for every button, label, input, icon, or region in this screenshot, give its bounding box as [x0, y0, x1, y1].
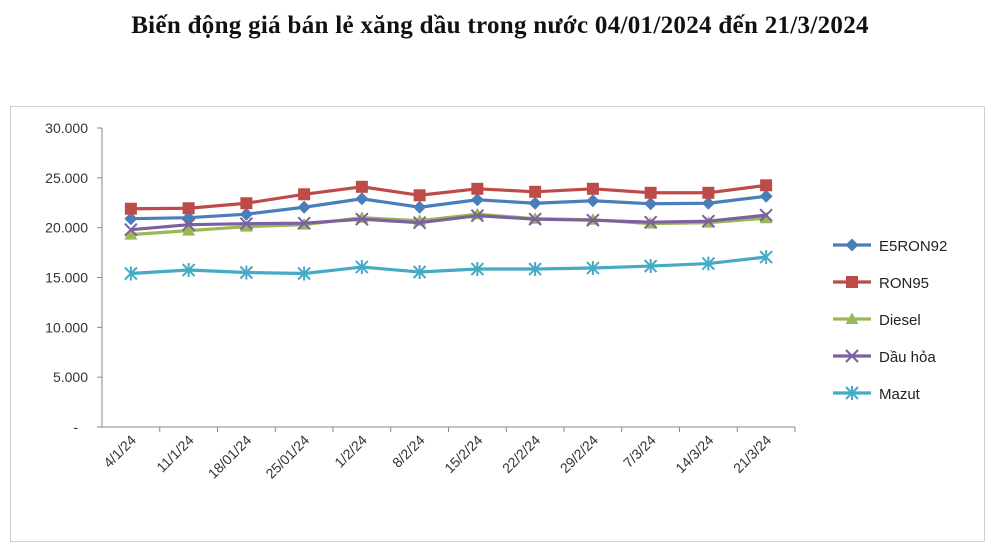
- data-point: [181, 217, 196, 232]
- data-point: [470, 193, 484, 207]
- data-point: [124, 228, 138, 240]
- data-point: [124, 222, 138, 237]
- data-point: [298, 188, 311, 201]
- y-tick-label: 25.000: [45, 170, 88, 186]
- data-point: [412, 215, 427, 230]
- y-tick-label: 30.000: [45, 120, 88, 136]
- legend-marker: [846, 276, 858, 288]
- data-point: [355, 212, 369, 226]
- x-tick-label: 25/01/24: [262, 432, 312, 482]
- data-point: [644, 197, 658, 211]
- x-tick-label: 8/2/24: [389, 432, 428, 471]
- data-point: [124, 202, 137, 215]
- legend-item: Mazut: [833, 386, 921, 403]
- data-point: [528, 262, 542, 277]
- data-point: [760, 179, 773, 192]
- y-tick-label: -: [73, 419, 78, 435]
- legend-label: RON95: [879, 275, 929, 292]
- legend-label: Dầu hỏa: [879, 349, 936, 366]
- series-RON95: [124, 179, 773, 215]
- data-point: [701, 256, 716, 271]
- series-Dầu hỏa: [124, 208, 773, 237]
- data-point: [759, 208, 773, 222]
- data-point: [759, 211, 773, 224]
- data-point: [529, 185, 542, 198]
- legend-item: RON95: [833, 275, 929, 292]
- chart-title: Biến động giá bán lẻ xăng dầu trong nước…: [131, 12, 869, 39]
- data-point: [355, 192, 369, 206]
- x-tick-label: 21/3/24: [730, 432, 774, 476]
- data-point: [586, 261, 600, 276]
- series-layer: [124, 179, 773, 281]
- data-point: [181, 263, 196, 278]
- legend-marker: [845, 312, 859, 324]
- legend: E5RON92 RON95 Diesel Dầu hỏa Mazut: [833, 238, 947, 403]
- data-point: [470, 262, 485, 277]
- data-point: [701, 214, 716, 228]
- data-point: [759, 250, 773, 265]
- legend-label: Diesel: [879, 312, 921, 329]
- data-point: [297, 216, 311, 230]
- data-point: [239, 207, 253, 221]
- series-Mazut: [124, 250, 773, 281]
- data-point: [239, 265, 254, 280]
- data-point: [239, 220, 253, 232]
- x-tick-label: 29/2/24: [557, 432, 601, 476]
- legend-label: Mazut: [879, 386, 921, 403]
- data-point: [297, 266, 311, 281]
- data-point: [413, 189, 426, 202]
- series-line: [130, 255, 767, 276]
- data-point: [586, 194, 600, 208]
- chart-frame: [10, 106, 985, 542]
- legend-item: E5RON92: [833, 238, 947, 255]
- data-point: [470, 208, 485, 223]
- data-point: [702, 186, 715, 199]
- x-tick-label: 1/2/24: [331, 432, 370, 471]
- y-tick-label: 15.000: [45, 270, 88, 286]
- legend-marker: [845, 349, 859, 363]
- data-point: [643, 259, 658, 274]
- y-tick-label: 10.000: [45, 319, 88, 335]
- series-line: [130, 183, 767, 211]
- data-point: [586, 213, 600, 227]
- data-point: [124, 266, 138, 281]
- y-tick-label: 5.000: [53, 369, 88, 385]
- legend-label: E5RON92: [879, 238, 947, 255]
- data-point: [124, 212, 138, 226]
- data-point: [412, 265, 427, 280]
- series-E5RON92: [124, 189, 773, 226]
- x-tick-label: 4/1/24: [100, 432, 139, 471]
- data-point: [240, 197, 253, 210]
- data-point: [759, 189, 773, 203]
- legend-marker: [845, 238, 859, 252]
- data-point: [528, 212, 542, 226]
- data-point: [471, 182, 484, 195]
- data-point: [586, 182, 599, 195]
- series-line: [130, 194, 767, 221]
- legend-item: Diesel: [833, 312, 921, 329]
- legend-item: Dầu hỏa: [833, 349, 936, 366]
- legend-marker: [845, 386, 859, 400]
- data-point: [182, 202, 195, 215]
- data-point: [643, 215, 658, 229]
- x-tick-label: 14/3/24: [672, 432, 716, 476]
- x-tick-label: 11/1/24: [153, 432, 197, 476]
- data-point: [355, 180, 368, 193]
- data-point: [413, 200, 427, 214]
- x-tick-label: 18/01/24: [205, 432, 255, 482]
- data-point: [297, 200, 311, 214]
- data-point: [355, 260, 369, 275]
- series-line: [130, 213, 767, 232]
- x-tick-label: 15/2/24: [441, 432, 485, 476]
- x-tick-label: 22/2/24: [499, 432, 543, 476]
- data-point: [528, 196, 542, 210]
- data-point: [239, 216, 254, 231]
- x-tick-label: 7/3/24: [620, 432, 659, 471]
- data-point: [644, 186, 657, 199]
- axes: - 5.000 10.000 15.000 20.000 25.000 30.000 4/1/…: [45, 120, 796, 482]
- data-point: [701, 196, 715, 210]
- data-point: [182, 224, 196, 236]
- y-tick-label: 20.000: [45, 220, 88, 236]
